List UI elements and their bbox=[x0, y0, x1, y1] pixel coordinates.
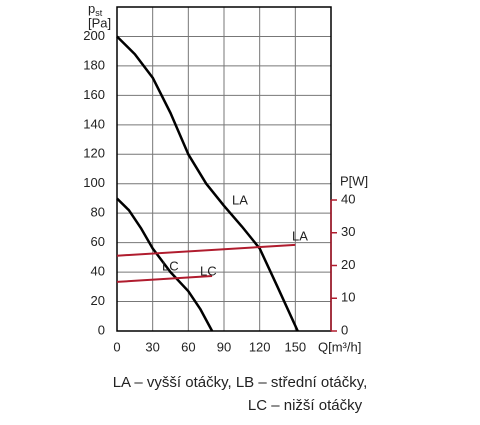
y2-tick-label: 0 bbox=[341, 322, 348, 337]
y-axis-unit: [Pa] bbox=[88, 15, 111, 30]
series-line bbox=[116, 243, 296, 257]
series-line bbox=[116, 275, 213, 283]
x-axis-label: Q[m³/h] bbox=[318, 339, 361, 354]
y-axis-label: pst bbox=[88, 1, 103, 18]
plot-frame bbox=[116, 6, 332, 332]
y-label-subscript: st bbox=[95, 8, 103, 18]
series-label: LC bbox=[200, 263, 217, 278]
y-tick-label: 80 bbox=[91, 205, 105, 220]
y-tick-label: 120 bbox=[83, 146, 105, 161]
y2-tick-label: 20 bbox=[341, 257, 355, 272]
y2-tick-label: 40 bbox=[341, 191, 355, 206]
x-tick-label: 0 bbox=[113, 339, 120, 354]
x-tick-label: 150 bbox=[284, 339, 306, 354]
series-line bbox=[116, 197, 214, 332]
y2-axis-label: P[W] bbox=[340, 173, 368, 188]
y-tick-label: 200 bbox=[83, 28, 105, 43]
series-label: LA bbox=[292, 228, 308, 243]
y-tick-label: 180 bbox=[83, 57, 105, 72]
series-label: LA bbox=[232, 192, 248, 207]
x-tick-label: 120 bbox=[249, 339, 271, 354]
y-tick-label: 0 bbox=[98, 322, 105, 337]
y-tick-label: 140 bbox=[83, 116, 105, 131]
x-tick-label: 90 bbox=[217, 339, 231, 354]
y2-tick-label: 30 bbox=[341, 224, 355, 239]
y-tick-label: 20 bbox=[91, 293, 105, 308]
y-tick-label: 100 bbox=[83, 175, 105, 190]
caption: LA – vyšší otáčky, LB – střední otáčky, bbox=[113, 374, 368, 391]
x-tick-label: 60 bbox=[181, 339, 195, 354]
caption: LC – nižší otáčky bbox=[248, 397, 363, 414]
y-label-symbol: p bbox=[88, 1, 95, 16]
y-tick-label: 40 bbox=[91, 264, 105, 279]
series-line bbox=[116, 35, 299, 332]
series-label: LC bbox=[162, 258, 179, 273]
x-tick-label: 30 bbox=[145, 339, 159, 354]
y-tick-label: 60 bbox=[91, 234, 105, 249]
y-tick-label: 160 bbox=[83, 87, 105, 102]
y2-tick-label: 10 bbox=[341, 290, 355, 305]
